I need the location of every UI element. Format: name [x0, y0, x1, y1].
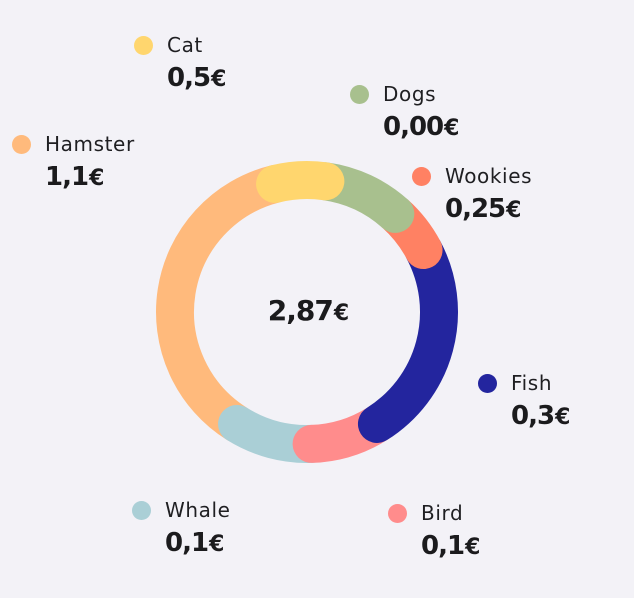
legend-item-bird: Bird 0,1€: [388, 501, 480, 561]
legend-dot-wookies: [412, 166, 431, 186]
legend-item-hamster: Hamster 1,1€: [12, 132, 135, 192]
donut-slice-hamster: [156, 164, 295, 443]
legend-label-hamster: Hamster: [45, 132, 135, 156]
legend-dot-cat: [134, 35, 153, 55]
legend-item-cat: Cat 0,5€: [134, 33, 226, 93]
center-total-value: 2,87: [267, 294, 334, 327]
legend-dot-fish: [478, 373, 497, 393]
center-total-currency: €: [333, 301, 349, 326]
legend-value-dogs: 0,00€: [383, 112, 459, 142]
legend-dot-hamster: [12, 134, 31, 154]
legend-item-wookies: Wookies 0,25€: [412, 164, 532, 224]
legend-label-dogs: Dogs: [383, 82, 437, 106]
donut-slice-cat: [256, 161, 345, 203]
legend-label-fish: Fish: [511, 371, 553, 395]
legend-label-wookies: Wookies: [445, 164, 533, 188]
legend-value-whale: 0,1€: [165, 528, 224, 558]
legend-item-fish: Fish 0,3€: [478, 371, 570, 431]
legend-label-whale: Whale: [165, 498, 231, 522]
legend-item-dogs: Dogs 0,00€: [350, 82, 459, 142]
legend-value-wookies: 0,25€: [445, 194, 521, 224]
center-total: 2,87€: [208, 294, 408, 327]
donut-slice-fish: [357, 231, 458, 443]
legend-dot-whale: [132, 500, 151, 520]
legend-dot-bird: [388, 503, 407, 523]
legend-value-bird: 0,1€: [421, 531, 480, 561]
legend-item-whale: Whale 0,1€: [132, 498, 231, 558]
legend-value-fish: 0,3€: [511, 401, 570, 431]
legend-label-cat: Cat: [167, 33, 203, 57]
donut-segments: [156, 161, 458, 463]
legend-label-bird: Bird: [421, 501, 464, 525]
legend-value-cat: 0,5€: [167, 63, 226, 93]
legend-dot-dogs: [350, 84, 369, 104]
legend-value-hamster: 1,1€: [45, 162, 104, 192]
